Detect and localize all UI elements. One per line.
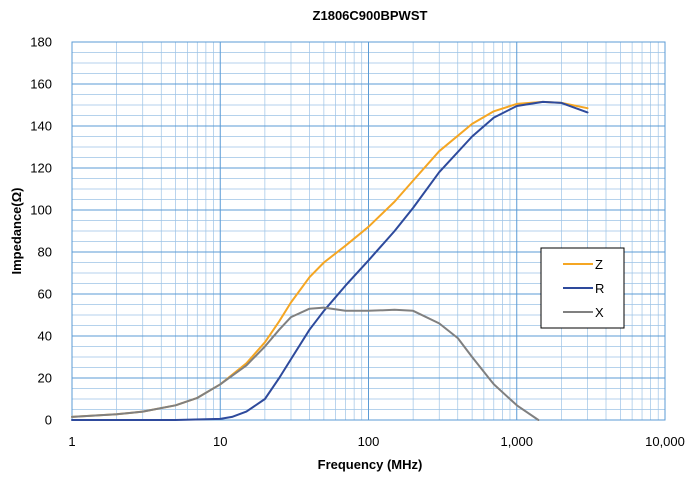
plot-area-frame bbox=[71, 41, 666, 421]
y-tick-label: 140 bbox=[30, 119, 52, 134]
y-tick-label: 120 bbox=[30, 161, 52, 176]
y-tick-label: 100 bbox=[30, 203, 52, 218]
series-layer bbox=[71, 100, 589, 421]
y-axis-label: Impedance(Ω) bbox=[9, 188, 24, 275]
x-tick-label: 10 bbox=[213, 434, 227, 449]
y-tick-label: 20 bbox=[38, 371, 52, 386]
y-tick-label: 60 bbox=[38, 287, 52, 302]
x-axis-label: Frequency (MHz) bbox=[318, 457, 423, 472]
legend: ZRX bbox=[540, 247, 625, 329]
series-line-x bbox=[71, 306, 540, 421]
legend-label-r: R bbox=[595, 281, 604, 296]
y-tick-label: 0 bbox=[45, 413, 52, 428]
y-tick-label: 180 bbox=[30, 35, 52, 50]
legend-label-x: X bbox=[595, 305, 604, 320]
x-tick-label: 10,000 bbox=[645, 434, 685, 449]
x-tick-label: 100 bbox=[358, 434, 380, 449]
y-tick-label: 80 bbox=[38, 245, 52, 260]
y-tick-label: 40 bbox=[38, 329, 52, 344]
x-tick-label: 1 bbox=[68, 434, 75, 449]
y-axis-tick-labels: 0 20 40 60 80 100 120 140 160 180 bbox=[30, 35, 52, 428]
y-tick-label: 160 bbox=[30, 77, 52, 92]
legend-label-z: Z bbox=[595, 257, 603, 272]
chart-title: Z1806C900BPWST bbox=[313, 8, 428, 23]
x-axis-tick-labels: 1 10 100 1,000 10,000 bbox=[68, 434, 685, 449]
series-line-r bbox=[71, 100, 589, 421]
x-tick-label: 1,000 bbox=[500, 434, 533, 449]
